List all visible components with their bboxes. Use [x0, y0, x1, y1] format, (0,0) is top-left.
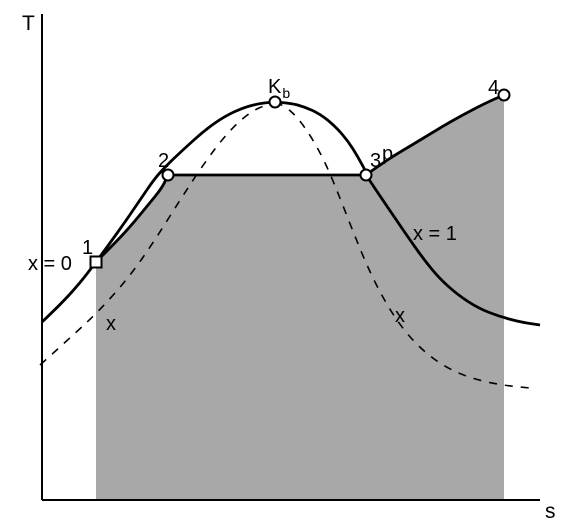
label-x-left: x: [106, 313, 116, 335]
label-axis-T: T: [22, 12, 35, 35]
label-pt4: 4: [488, 77, 499, 99]
label-pt3: 3: [370, 150, 381, 172]
dome-right: [275, 102, 366, 172]
label-pt1: 1: [82, 237, 93, 259]
label-x-right: x: [395, 305, 405, 327]
label-pt2: 2: [158, 150, 169, 172]
label-x0: x = 0: [28, 253, 72, 275]
label-axis-s: s: [545, 500, 556, 523]
label-critical-kb: Kb: [268, 76, 290, 101]
state-point-4: [499, 90, 510, 101]
critical-point-kb: [270, 97, 281, 108]
label-x1: x = 1: [413, 223, 457, 245]
label-p: p: [382, 143, 393, 165]
